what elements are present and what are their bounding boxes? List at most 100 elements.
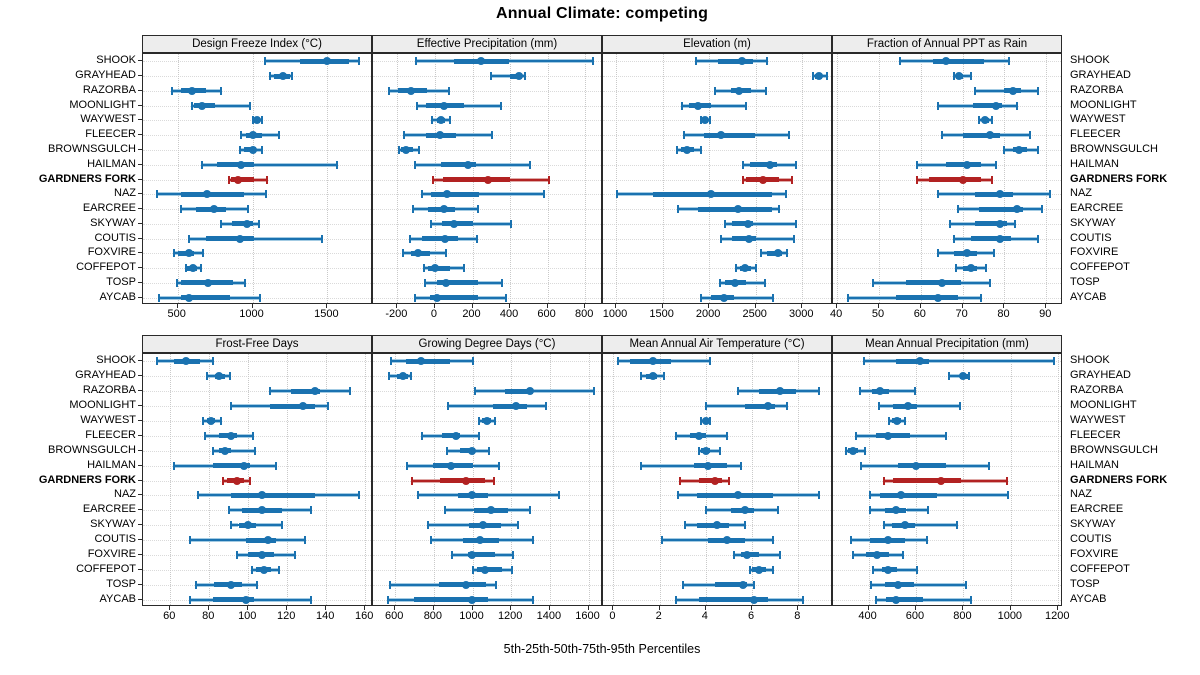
gridline <box>365 354 367 605</box>
row-guideline <box>373 209 601 211</box>
whisker-cap-low <box>978 116 981 125</box>
whisker-cap-high <box>512 550 515 559</box>
row-guideline <box>143 76 371 78</box>
site-label-left: SHOOK <box>96 54 136 67</box>
median-dot <box>891 595 900 604</box>
axis-tick <box>754 304 756 308</box>
whisker-cap-high <box>348 387 351 396</box>
median-dot <box>198 101 207 110</box>
median-dot <box>220 446 229 455</box>
whisker-cap-low <box>681 580 684 589</box>
whisker-cap-high <box>516 521 519 530</box>
axis-tick <box>1003 304 1005 308</box>
median-dot <box>242 595 251 604</box>
row-guideline <box>833 223 1061 225</box>
site-label-right: FLEECER <box>1070 428 1121 441</box>
whisker-cap-high <box>249 476 252 485</box>
row-guideline <box>373 120 601 122</box>
whisker-cap-high <box>291 72 294 81</box>
iqr-bar <box>477 567 502 573</box>
median-dot <box>765 160 774 169</box>
row-guideline <box>833 268 1061 270</box>
median-dot <box>188 264 197 273</box>
row-guideline <box>603 569 831 571</box>
axis-tick <box>176 304 178 308</box>
whisker-cap-high <box>739 461 742 470</box>
iqr-bar <box>213 597 255 603</box>
median-dot <box>248 145 257 154</box>
whisker-cap-low <box>221 476 224 485</box>
whisker-cap-high <box>764 86 767 95</box>
median-dot <box>750 595 759 604</box>
whisker-line <box>418 494 559 497</box>
whisker-cap-low <box>860 461 863 470</box>
whisker-cap-high <box>1036 234 1039 243</box>
whisker-cap-low <box>427 521 430 530</box>
whisker-cap-low <box>408 234 411 243</box>
whisker-cap-high <box>1041 205 1044 214</box>
whisker-cap-high <box>418 145 420 154</box>
row-tick <box>138 509 142 510</box>
whisker-cap-low <box>431 116 434 125</box>
axis-tick-label: 1200 <box>497 610 523 622</box>
whisker-cap-high <box>309 595 312 604</box>
axis-tick-label: 100 <box>238 610 257 622</box>
median-dot <box>226 580 235 589</box>
row-guideline <box>373 238 601 240</box>
iqr-bar <box>230 492 315 498</box>
row-guideline <box>833 120 1061 122</box>
whisker-cap-high <box>202 249 205 258</box>
row-tick <box>138 480 142 481</box>
whisker-cap-high <box>294 550 297 559</box>
axis-tick-label: 0 <box>430 308 438 320</box>
whisker-cap-low <box>447 402 450 411</box>
whisker-line <box>949 375 970 378</box>
whisker-cap-high <box>278 131 281 140</box>
gridline <box>1004 54 1006 303</box>
median-dot <box>883 431 892 440</box>
whisker-cap-low <box>251 565 254 574</box>
median-dot <box>440 205 449 214</box>
row-tick <box>138 282 142 283</box>
iqr-bar <box>443 177 511 182</box>
whisker-cap-high <box>220 86 223 95</box>
row-guideline <box>833 420 1061 422</box>
whisker-cap-high <box>825 72 828 81</box>
axis-tick-label: 80 <box>997 308 1010 320</box>
row-tick <box>138 75 142 76</box>
site-label-left: SHOOK <box>96 354 136 367</box>
median-dot <box>187 86 196 95</box>
axis-tick-label: 600 <box>385 610 404 622</box>
gridline <box>616 54 618 303</box>
whisker-cap-low <box>940 131 943 140</box>
median-dot <box>992 101 1001 110</box>
whisker-cap-low <box>760 249 763 258</box>
gridline <box>752 354 754 605</box>
iqr-bar <box>431 191 480 197</box>
row-tick <box>138 465 142 466</box>
iqr-bar <box>436 280 479 286</box>
median-dot <box>958 175 967 184</box>
whisker-cap-high <box>792 234 795 243</box>
site-label-right: WAYWEST <box>1070 113 1126 126</box>
whisker-cap-low <box>640 461 643 470</box>
whisker-cap-high <box>700 145 703 154</box>
median-dot <box>202 190 211 199</box>
median-dot <box>901 521 910 530</box>
whisker-cap-high <box>499 101 502 110</box>
row-guideline <box>833 554 1061 556</box>
row-tick <box>138 90 142 91</box>
axis-tick-label: 200 <box>462 308 481 320</box>
row-tick <box>138 405 142 406</box>
whisker-cap-low <box>674 431 677 440</box>
median-dot <box>737 57 746 66</box>
whisker-cap-high <box>256 580 259 589</box>
whisker-cap-low <box>617 357 620 366</box>
whisker-cap-low <box>187 234 190 243</box>
median-dot <box>407 86 416 95</box>
whisker-cap-high <box>281 521 284 530</box>
axis-tick-label: 1400 <box>536 610 562 622</box>
whisker-cap-low <box>704 506 707 515</box>
iqr-bar <box>216 162 255 168</box>
whisker-cap-high <box>1052 357 1055 366</box>
